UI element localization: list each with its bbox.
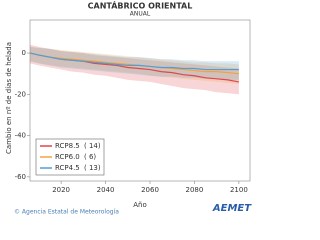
legend-count: ( 6): [84, 153, 96, 161]
x-tick-label: 2060: [141, 186, 159, 194]
y-tick-label: 0: [22, 49, 26, 57]
y-axis-label: Cambio en nº de días de helada: [5, 42, 13, 154]
x-tick-label: 2080: [186, 186, 204, 194]
legend-count: ( 14): [84, 142, 101, 150]
y-tick-label: -60: [15, 173, 26, 181]
chart: CANTÁBRICO ORIENTAL ANUAL Año Cambio en …: [5, 0, 252, 216]
legend-label: RCP4.5: [55, 164, 80, 172]
chart-title: CANTÁBRICO ORIENTAL: [88, 0, 193, 11]
y-tick-label: -40: [15, 132, 26, 140]
x-tick-label: 2100: [230, 186, 248, 194]
plot-area: [29, 19, 251, 182]
x-tick-label: 2020: [52, 186, 70, 194]
credit: © Agencia Estatal de Meteorología: [14, 209, 119, 216]
legend-count: ( 13): [84, 164, 101, 172]
series-line: [29, 52, 239, 71]
x-axis-label: Año: [133, 201, 147, 209]
legend-label: RCP6.0: [55, 153, 80, 161]
y-tick-label: -20: [15, 90, 26, 98]
logo: AEMET: [212, 203, 252, 214]
uncertainty-band: [30, 46, 239, 80]
page: {"chart_data":{"type":"line","title":"CA…: [5, 0, 253, 216]
uncertainty-band: [30, 44, 239, 95]
chart-subtitle: ANUAL: [130, 11, 151, 18]
legend-label: RCP8.5: [55, 142, 80, 150]
x-tick-label: 2040: [97, 186, 115, 194]
